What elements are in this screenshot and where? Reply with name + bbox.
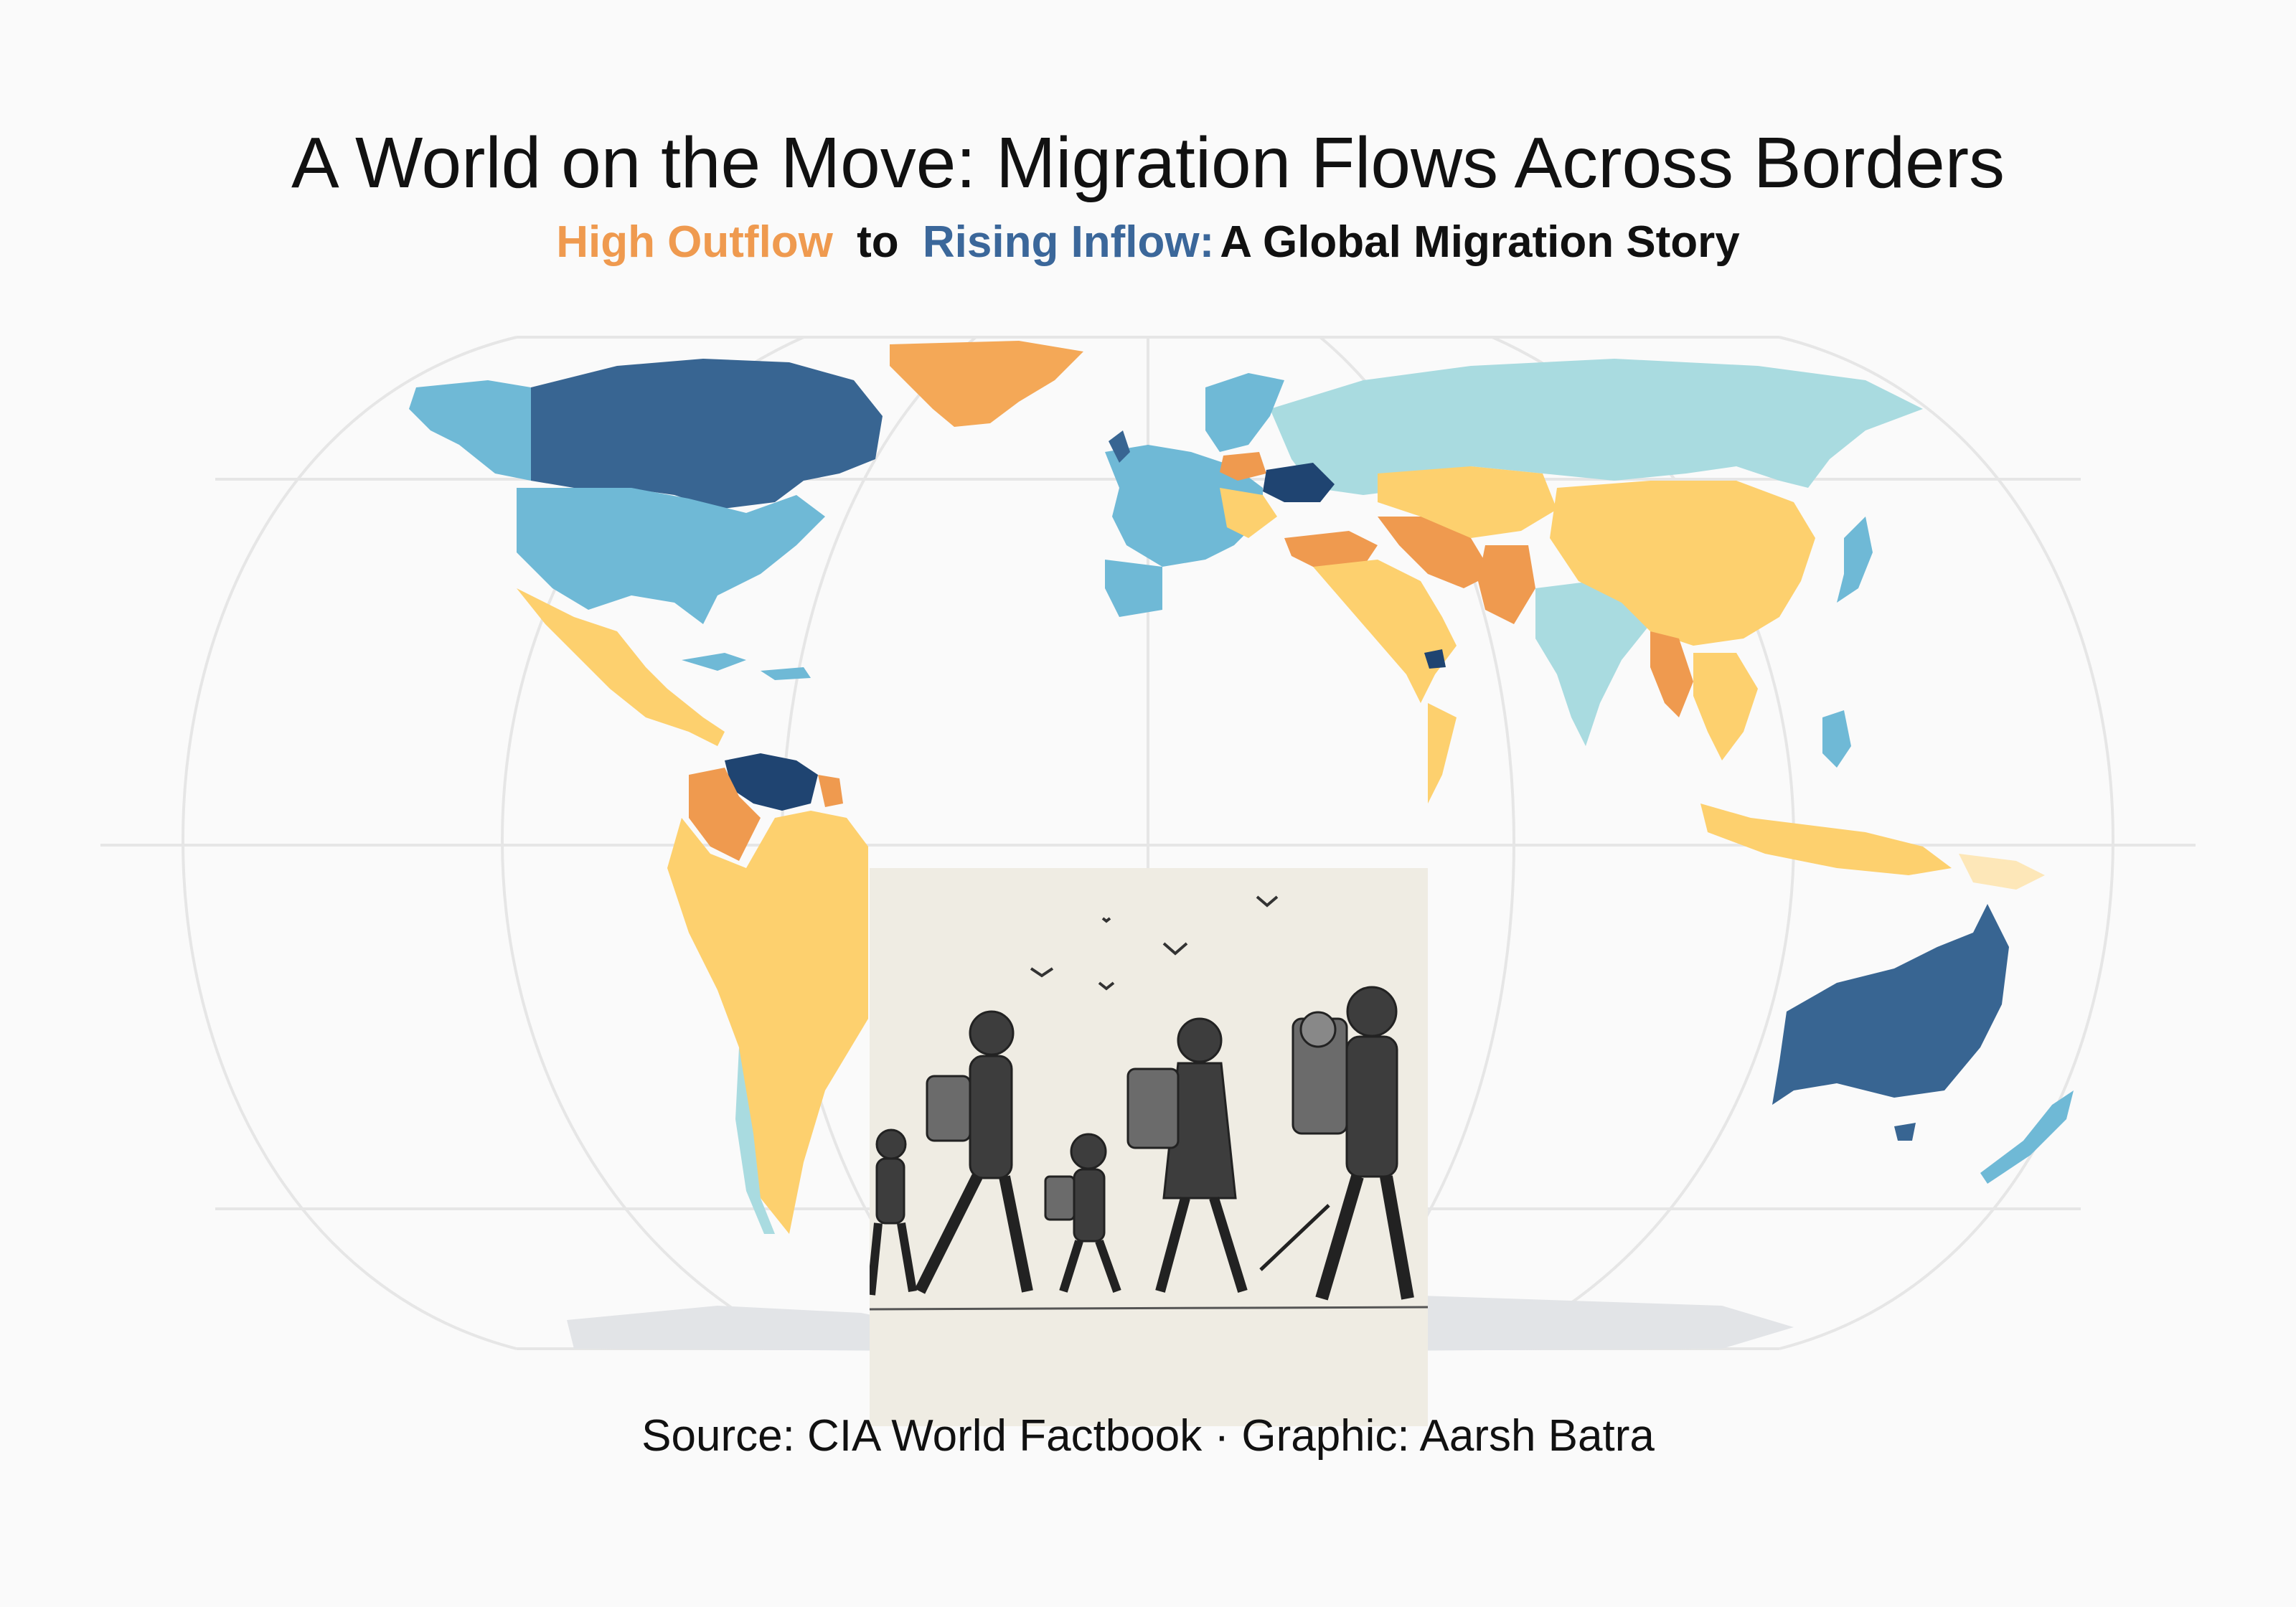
subtitle-high-outflow: High Outflow bbox=[556, 217, 833, 267]
country-australia bbox=[1772, 904, 2009, 1105]
country-usa bbox=[517, 488, 825, 624]
country-indonesia bbox=[1700, 804, 1952, 875]
country-pakistan bbox=[1478, 545, 1535, 624]
country-papua bbox=[1959, 854, 2045, 890]
country-balkans bbox=[1220, 488, 1277, 538]
source-credit: Source: CIA World Factbook · Graphic: Aa… bbox=[641, 1411, 1655, 1461]
country-scandinavia bbox=[1205, 373, 1284, 452]
country-colombia bbox=[689, 768, 761, 861]
country-new-zealand bbox=[1980, 1090, 2074, 1184]
country-philippines bbox=[1822, 710, 1851, 768]
country-china bbox=[1550, 481, 1815, 646]
migration-illustration bbox=[870, 868, 1428, 1426]
country-east-africa bbox=[1428, 703, 1457, 804]
country-india bbox=[1535, 581, 1650, 746]
page-title: A World on the Move: Migration Flows Acr… bbox=[291, 123, 2005, 203]
country-chile bbox=[735, 1047, 775, 1234]
country-western-europe bbox=[1105, 445, 1263, 567]
country-mexico bbox=[517, 588, 725, 746]
world-map bbox=[0, 301, 2296, 1426]
country-uk bbox=[1109, 430, 1130, 463]
country-myanmar bbox=[1650, 631, 1693, 717]
country-central-asia bbox=[1378, 466, 1557, 538]
country-venezuela bbox=[725, 753, 818, 811]
country-caribbean bbox=[682, 653, 811, 680]
subtitle: High Outflow to Rising Inflow: A Global M… bbox=[0, 217, 2296, 268]
country-middle-east bbox=[1313, 560, 1457, 703]
subtitle-rising-inflow: Rising Inflow: bbox=[922, 217, 1215, 267]
country-canada bbox=[531, 359, 883, 509]
country-turkey bbox=[1284, 531, 1378, 567]
country-greenland bbox=[890, 341, 1083, 427]
country-tasmania bbox=[1894, 1123, 1916, 1141]
country-north-africa bbox=[1105, 560, 1162, 617]
country-south-america bbox=[667, 811, 868, 1255]
subtitle-to: to bbox=[857, 217, 899, 267]
country-ukraine bbox=[1263, 463, 1335, 502]
country-poland bbox=[1220, 452, 1266, 481]
subtitle-rest: A Global Migration Story bbox=[1220, 217, 1740, 267]
country-russia bbox=[1270, 359, 1923, 495]
migrating-family-sketch-icon bbox=[870, 868, 1428, 1426]
country-guyana bbox=[818, 775, 843, 807]
country-japan bbox=[1837, 517, 1873, 603]
country-alaska bbox=[409, 380, 531, 481]
country-southeast-asia bbox=[1693, 653, 1758, 760]
country-qatar bbox=[1424, 649, 1446, 669]
